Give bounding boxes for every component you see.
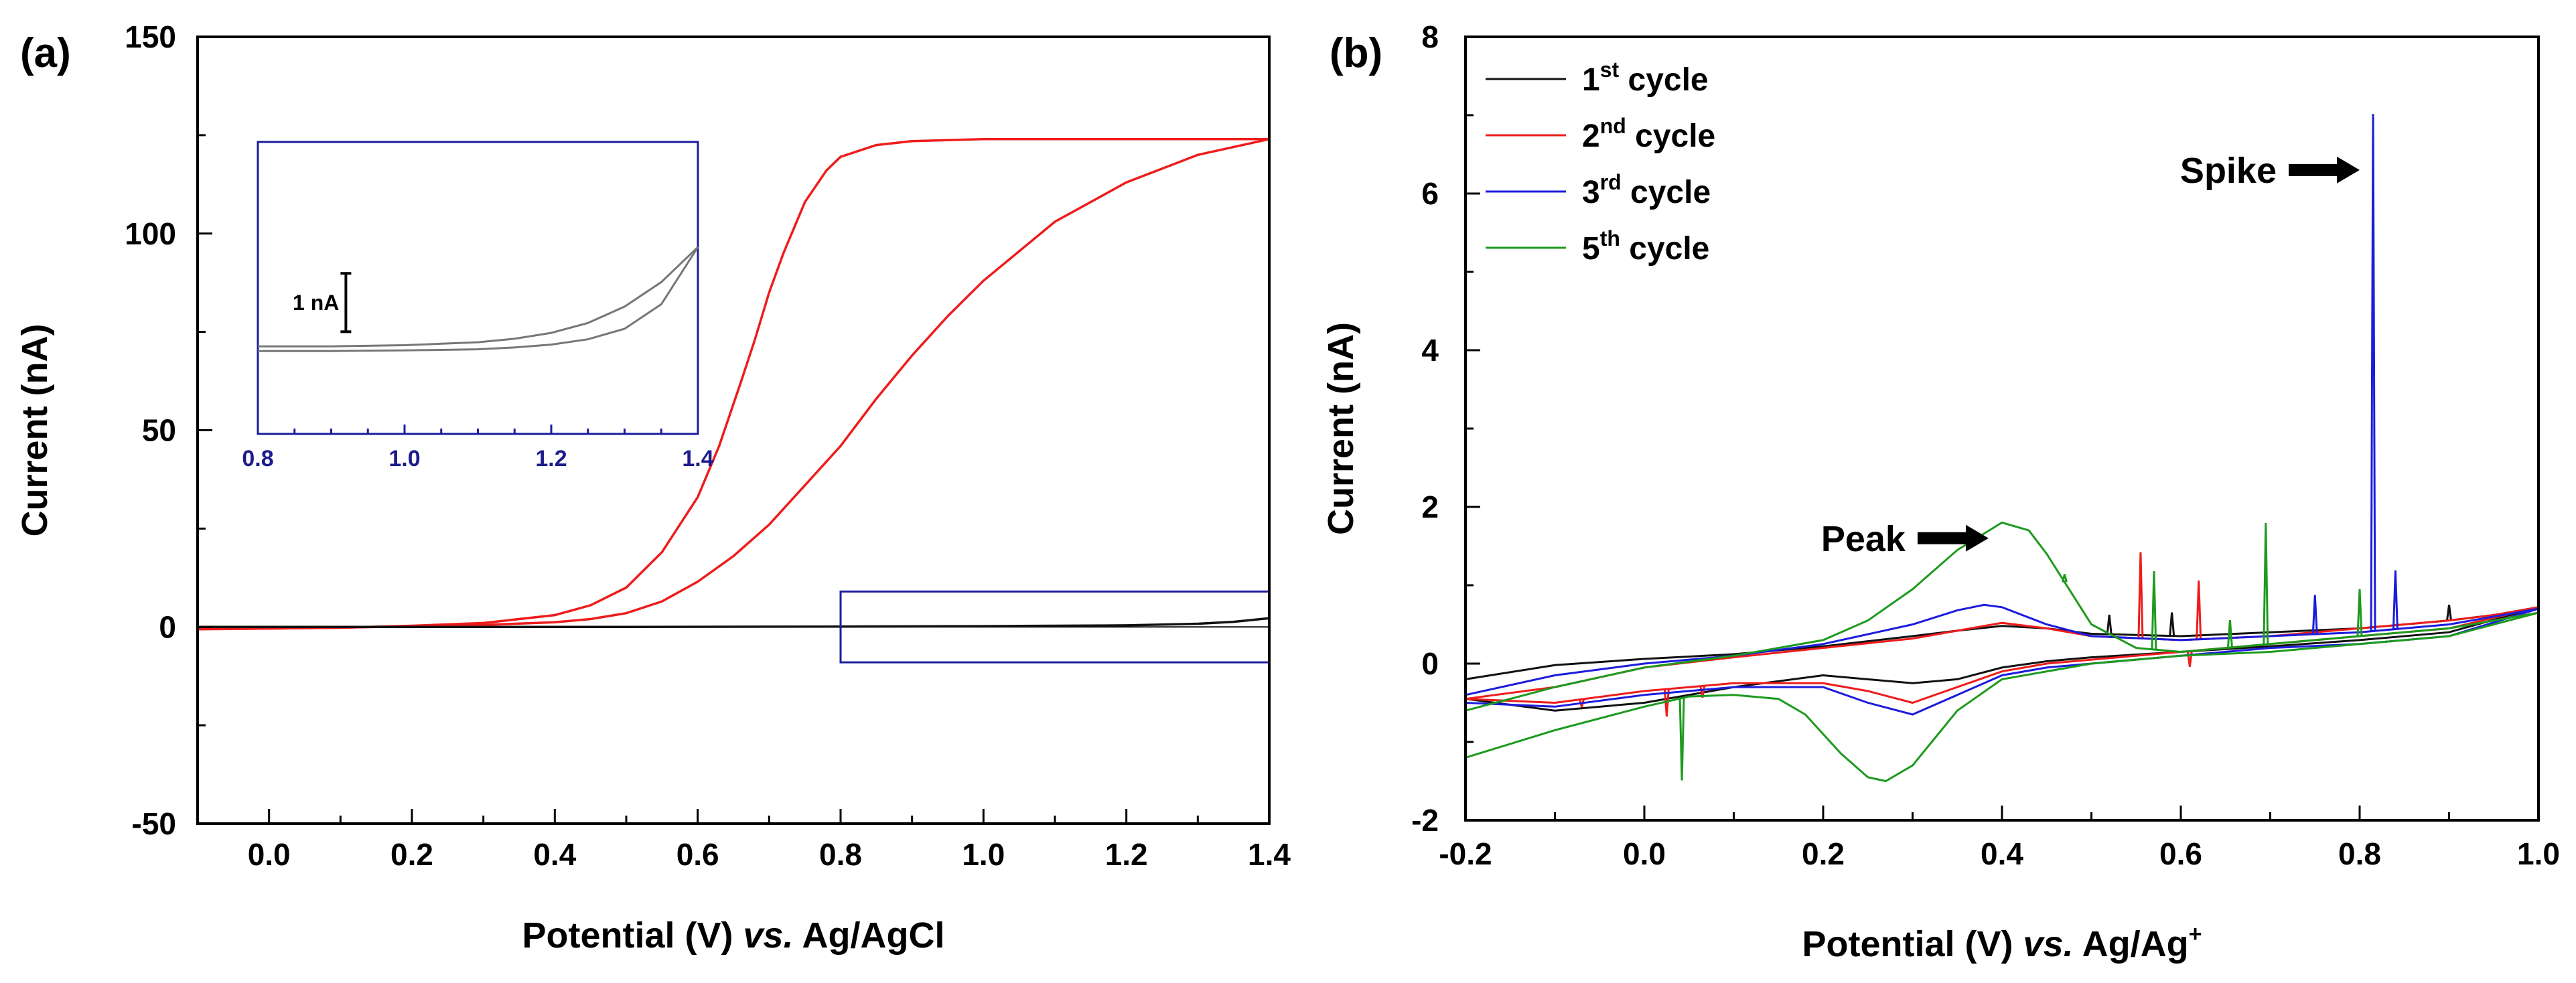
panel-a-x-axis-title: Potential (V) vs. Ag/AgCl <box>522 915 944 956</box>
x-tick-label: 0.2 <box>1802 836 1845 871</box>
panel-b-label: (b) <box>1330 30 1382 76</box>
series-line-red-CV-forward <box>197 138 1269 630</box>
x-tick-label: 1.0 <box>962 837 1005 872</box>
arrow-right-icon <box>2289 156 2360 183</box>
current-spike <box>2356 589 2363 637</box>
legend-entry: 5th cycle <box>1486 226 1709 267</box>
inset-x-tick-label: 1.2 <box>535 446 567 471</box>
annotation-spike: Spike <box>2180 151 2360 191</box>
current-spike <box>2263 522 2269 645</box>
panel-a-chart: (a) 0.8 1.0 1.2 1.4 1 nA 0.0 0.2 0.4 0.6 0.8 1.0… <box>15 19 1291 956</box>
x-tick-label: 0.6 <box>2159 836 2202 871</box>
series-forward-sweep <box>1465 603 2539 696</box>
series-forward-sweep <box>1465 521 2539 712</box>
panel-b-legend: 1st cycle 2nd cycle 3rd cycle 5th cycle <box>1486 58 1715 267</box>
y-tick-label: 50 <box>142 413 176 448</box>
legend-label: 3rd cycle <box>1582 170 1711 210</box>
panel-a-series-group <box>197 138 1270 631</box>
current-spike <box>1579 698 1585 708</box>
annotation-label: Spike <box>2180 151 2277 191</box>
panel-b-x-axis-title: Potential (V) vs. Ag/Ag+ <box>1802 921 2202 964</box>
x-tick-label: 0.4 <box>1981 836 2023 871</box>
y-tick-label: 6 <box>1421 176 1439 211</box>
panel-a-y-axis: -50 0 50 100 150 <box>125 19 212 841</box>
panel-a-inset: 0.8 1.0 1.2 1.4 1 nA <box>242 141 714 471</box>
current-spike <box>2392 570 2399 629</box>
panel-b-annotations: Peak Spike <box>1821 151 2360 559</box>
x-tick-label: 1.0 <box>2517 836 2560 871</box>
series-line-black-blank <box>198 617 1270 629</box>
x-tick-label: 0.8 <box>2338 836 2381 871</box>
series-reverse-sweep <box>1465 607 2539 716</box>
y-tick-label: 0 <box>159 609 176 644</box>
y-tick-label: 0 <box>1421 646 1439 681</box>
series-line-red-CV-reverse <box>197 138 1270 631</box>
current-spike <box>2106 614 2113 635</box>
inset-inset-upper <box>258 246 699 348</box>
arrow-right-icon <box>1917 524 1989 552</box>
y-tick-label: 2 <box>1421 489 1439 524</box>
series-3rd-cycle <box>1465 114 2539 716</box>
current-spike <box>2311 595 2318 635</box>
series-reverse-sweep <box>1465 606 2539 712</box>
y-tick-label: -50 <box>132 806 176 841</box>
inset-series-group <box>258 246 699 352</box>
current-spike <box>1663 688 1670 717</box>
current-spike <box>1678 698 1685 781</box>
x-tick-label: 0.0 <box>248 837 291 872</box>
y-tick-label: 4 <box>1421 333 1439 368</box>
current-spike <box>2061 574 2068 583</box>
inset-inset-lower <box>258 246 699 352</box>
current-spike <box>2370 114 2376 631</box>
legend-entry: 2nd cycle <box>1486 114 1715 154</box>
inset-x-tick-label: 1.4 <box>682 446 713 471</box>
x-tick-label: -0.2 <box>1439 836 1492 871</box>
panel-a-label: (a) <box>20 30 71 76</box>
panel-a-y-axis-title: Current (nA) <box>15 324 55 537</box>
inset-x-tick-label: 1.0 <box>388 446 420 471</box>
inset-x-ticks: 0.8 1.0 1.2 1.4 <box>242 425 714 471</box>
legend-label: 5th cycle <box>1582 226 1709 267</box>
current-spike <box>2169 612 2175 636</box>
y-tick-label: 8 <box>1421 19 1439 54</box>
legend-label: 2nd cycle <box>1582 114 1715 154</box>
x-tick-label: 0.2 <box>390 837 433 872</box>
current-spike <box>2226 619 2233 648</box>
inset-x-tick-label: 0.8 <box>242 446 273 471</box>
x-tick-label: 0.8 <box>819 837 862 872</box>
x-tick-label: 0.4 <box>533 837 576 872</box>
panel-a-x-axis: 0.0 0.2 0.4 0.6 0.8 1.0 1.2 1.4 <box>196 809 1291 872</box>
inset-scale-bar-label: 1 nA <box>293 291 339 315</box>
legend-entry: 3rd cycle <box>1486 170 1711 210</box>
y-tick-label: -2 <box>1411 803 1439 838</box>
x-tick-label: 0.0 <box>1623 836 1666 871</box>
inset-frame <box>257 141 699 435</box>
series-5th-cycle <box>1465 521 2539 783</box>
panel-b-chart: (b) -0.2 0.0 0.2 0.4 0.6 0.8 1.0 -2 0 2 4 6 8 1st c… <box>1321 19 2560 964</box>
series-reverse-sweep <box>1465 611 2539 783</box>
annotation-peak: Peak <box>1821 519 1989 559</box>
panel-b-series-group <box>1465 114 2539 783</box>
y-tick-label: 150 <box>125 19 176 54</box>
panel-b-x-axis: -0.2 0.0 0.2 0.4 0.6 0.8 1.0 <box>1439 806 2560 871</box>
x-tick-label: 1.4 <box>1248 837 1291 872</box>
x-tick-label: 1.2 <box>1105 837 1148 872</box>
current-spike <box>2151 571 2157 650</box>
x-tick-label: 0.6 <box>676 837 719 872</box>
legend-label: 1st cycle <box>1582 58 1709 98</box>
annotation-label: Peak <box>1821 519 1906 559</box>
panel-b-y-axis-title: Current (nA) <box>1321 322 1361 535</box>
current-spike <box>2446 605 2452 621</box>
legend-entry: 1st cycle <box>1486 58 1709 98</box>
y-tick-label: 100 <box>125 216 176 251</box>
current-spike <box>2196 580 2202 639</box>
panel-b-y-axis: -2 0 2 4 6 8 <box>1411 19 1480 838</box>
current-spike <box>2137 552 2144 639</box>
